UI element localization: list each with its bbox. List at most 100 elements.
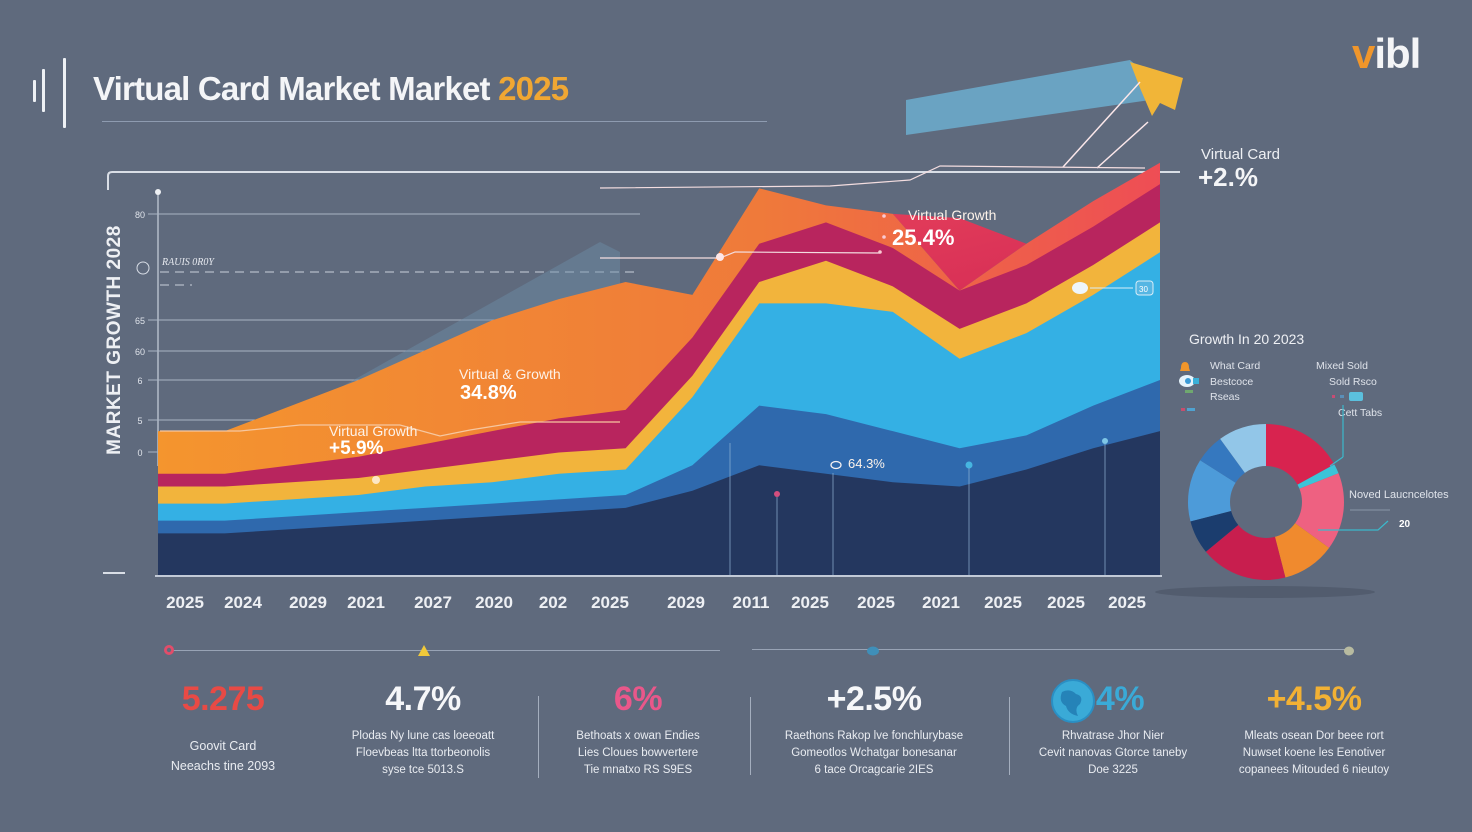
stats-divider-left xyxy=(170,650,720,651)
x-tick-label: 2021 xyxy=(922,593,960,612)
stat-description-line: syse tce 5013.S xyxy=(382,764,464,776)
series-pill-icon xyxy=(1072,282,1088,294)
data-point-marker xyxy=(774,491,780,497)
annotation-dot xyxy=(882,214,886,218)
x-tick-label: 2029 xyxy=(289,593,327,612)
x-tick-label: 2025 xyxy=(791,593,829,612)
stat-value: 4.7% xyxy=(385,680,461,718)
stat-description-line: Tie mnatxo RS S9ES xyxy=(583,764,693,776)
x-tick-label: 2025 xyxy=(984,593,1022,612)
y-tick-label: 6 xyxy=(137,376,142,386)
x-tick-label: 2021 xyxy=(347,593,385,612)
annotation-value: +5.9% xyxy=(329,438,384,459)
annotation-value: 25.4% xyxy=(892,225,955,250)
x-tick-label: 2029 xyxy=(667,593,705,612)
stats-vertical-divider xyxy=(538,696,539,778)
stat-description: Plodas Ny lune cas loeeoatt Floevbeas ltt… xyxy=(352,728,495,779)
pie-leader-line xyxy=(1318,520,1389,531)
callout-value: +2.% xyxy=(1198,162,1258,192)
stat-description-line: Goovit Card xyxy=(189,739,257,753)
x-tick-label: 2025 xyxy=(591,593,629,612)
y-tick-label: 65 xyxy=(135,316,145,326)
stats-markers xyxy=(164,645,1354,656)
series-pill-badge-text: 30 xyxy=(1139,285,1148,294)
legend-swatch-icon xyxy=(1340,395,1344,398)
pie-shadow xyxy=(1155,586,1375,598)
stat-description-line: Floevbeas ltta ttorbeonolis xyxy=(355,747,491,759)
x-tick-label: 2025 xyxy=(1047,593,1085,612)
annotation-label: Virtual Growth xyxy=(329,423,418,439)
annotation-label: Virtual Growth xyxy=(908,207,997,223)
pie-legend-item: Bestcoce xyxy=(1210,376,1254,388)
logo-accent: v xyxy=(1352,30,1375,77)
y-axis-title: MARKET GROWTH 2028 xyxy=(100,190,130,490)
stat-description: Bethoats x owan Endies Lies Cloues bowver… xyxy=(576,728,699,779)
globe-icon xyxy=(1051,679,1095,723)
y-tick-label: 60 xyxy=(135,347,145,357)
chart-frame-bracket xyxy=(107,171,1180,190)
stat-description-line: Bethoats x owan Endies xyxy=(576,730,700,742)
annotation-value-small: 64.3% xyxy=(848,456,885,471)
coin-marker-icon xyxy=(1344,646,1354,656)
x-tick-label: 2025 xyxy=(166,593,204,612)
pie-legend-swatches xyxy=(1332,392,1363,401)
title-text: Virtual Card Market Market xyxy=(93,70,491,107)
pie-legend-icons xyxy=(1179,362,1199,411)
data-point-marker xyxy=(1102,438,1108,444)
brand-logo: vibl xyxy=(1352,30,1421,78)
series-pill-badge xyxy=(1135,280,1154,296)
stat-description-line: Neeachs tine 2093 xyxy=(170,759,276,773)
y-tick-label: 5 xyxy=(137,416,142,426)
y-axis-top-dot xyxy=(155,189,161,195)
annotation-value: 34.8% xyxy=(460,382,517,404)
pie-legend-item: Cett Tabs xyxy=(1338,407,1383,419)
stat-description-line: Nuwset koene les Eenotiver xyxy=(1242,747,1386,759)
stat-description-line: Raethons Rakop lve fonchlurybase xyxy=(784,730,964,742)
pie-chart: 20 xyxy=(1155,405,1411,598)
y-tick-label: 0 xyxy=(137,448,142,458)
annotation-dot xyxy=(878,250,882,254)
data-point-marker xyxy=(716,253,724,261)
stat-description-line: Rhvatrase Jhor Nier xyxy=(1061,730,1165,742)
globe-marker-icon xyxy=(867,646,879,656)
legend-swatch-icon xyxy=(1193,378,1199,384)
x-tick-label: 2020 xyxy=(475,593,513,612)
legend-swatch-icon xyxy=(1187,408,1195,411)
annotation-link-icon xyxy=(830,460,842,470)
chat-bubble-dot-icon xyxy=(1185,378,1191,384)
pie-legend-item: What Card xyxy=(1210,360,1261,372)
header-deco-bar xyxy=(63,58,66,128)
stat-description-line: Plodas Ny lune cas loeeoatt xyxy=(351,730,495,742)
pie-title: Growth In 20 2023 xyxy=(1189,331,1305,347)
stats-vertical-divider xyxy=(1009,697,1010,775)
growth-arrow-head-icon xyxy=(1130,62,1183,116)
stat-description-line: 6 tace Orcagcarie 2IES xyxy=(814,764,934,776)
stat-description-line: copanees Mitouded 6 nieutoy xyxy=(1238,764,1390,776)
stat-description-line: Lies Cloues bowvertere xyxy=(577,747,699,759)
pie-leader-line xyxy=(1329,456,1344,467)
warning-triangle-icon xyxy=(418,645,430,656)
bell-icon xyxy=(1180,362,1190,371)
stats-vertical-divider xyxy=(750,697,751,775)
legend-swatch-icon xyxy=(1185,390,1193,393)
x-tick-label: 2027 xyxy=(414,593,452,612)
pie-callout-value: 20 xyxy=(1399,519,1411,530)
reference-line-label: RAUIS 0R0Y xyxy=(161,257,215,268)
spiral-marker-icon-inner xyxy=(166,647,172,653)
stat-value: 4% xyxy=(1095,680,1145,718)
title-year: 2025 xyxy=(498,70,569,107)
trend-line-red xyxy=(600,251,881,259)
x-tick-label: 2024 xyxy=(224,593,262,612)
legend-swatch-icon xyxy=(1349,392,1363,401)
pie-slice xyxy=(1266,473,1344,548)
growth-arrow-trace xyxy=(1096,121,1149,169)
header-deco-bar xyxy=(42,69,45,112)
stat-description: Mleats osean Dor beee rort Nuwset koene l… xyxy=(1239,728,1389,779)
pie-legend-item: Rseas xyxy=(1210,391,1240,403)
area-series-navy-base xyxy=(158,431,1160,576)
stat-description-line: Mleats osean Dor beee rort xyxy=(1244,730,1384,742)
data-point-marker xyxy=(965,461,973,469)
annotation-dot xyxy=(882,235,886,239)
growth-arrow-trace xyxy=(1062,81,1141,168)
